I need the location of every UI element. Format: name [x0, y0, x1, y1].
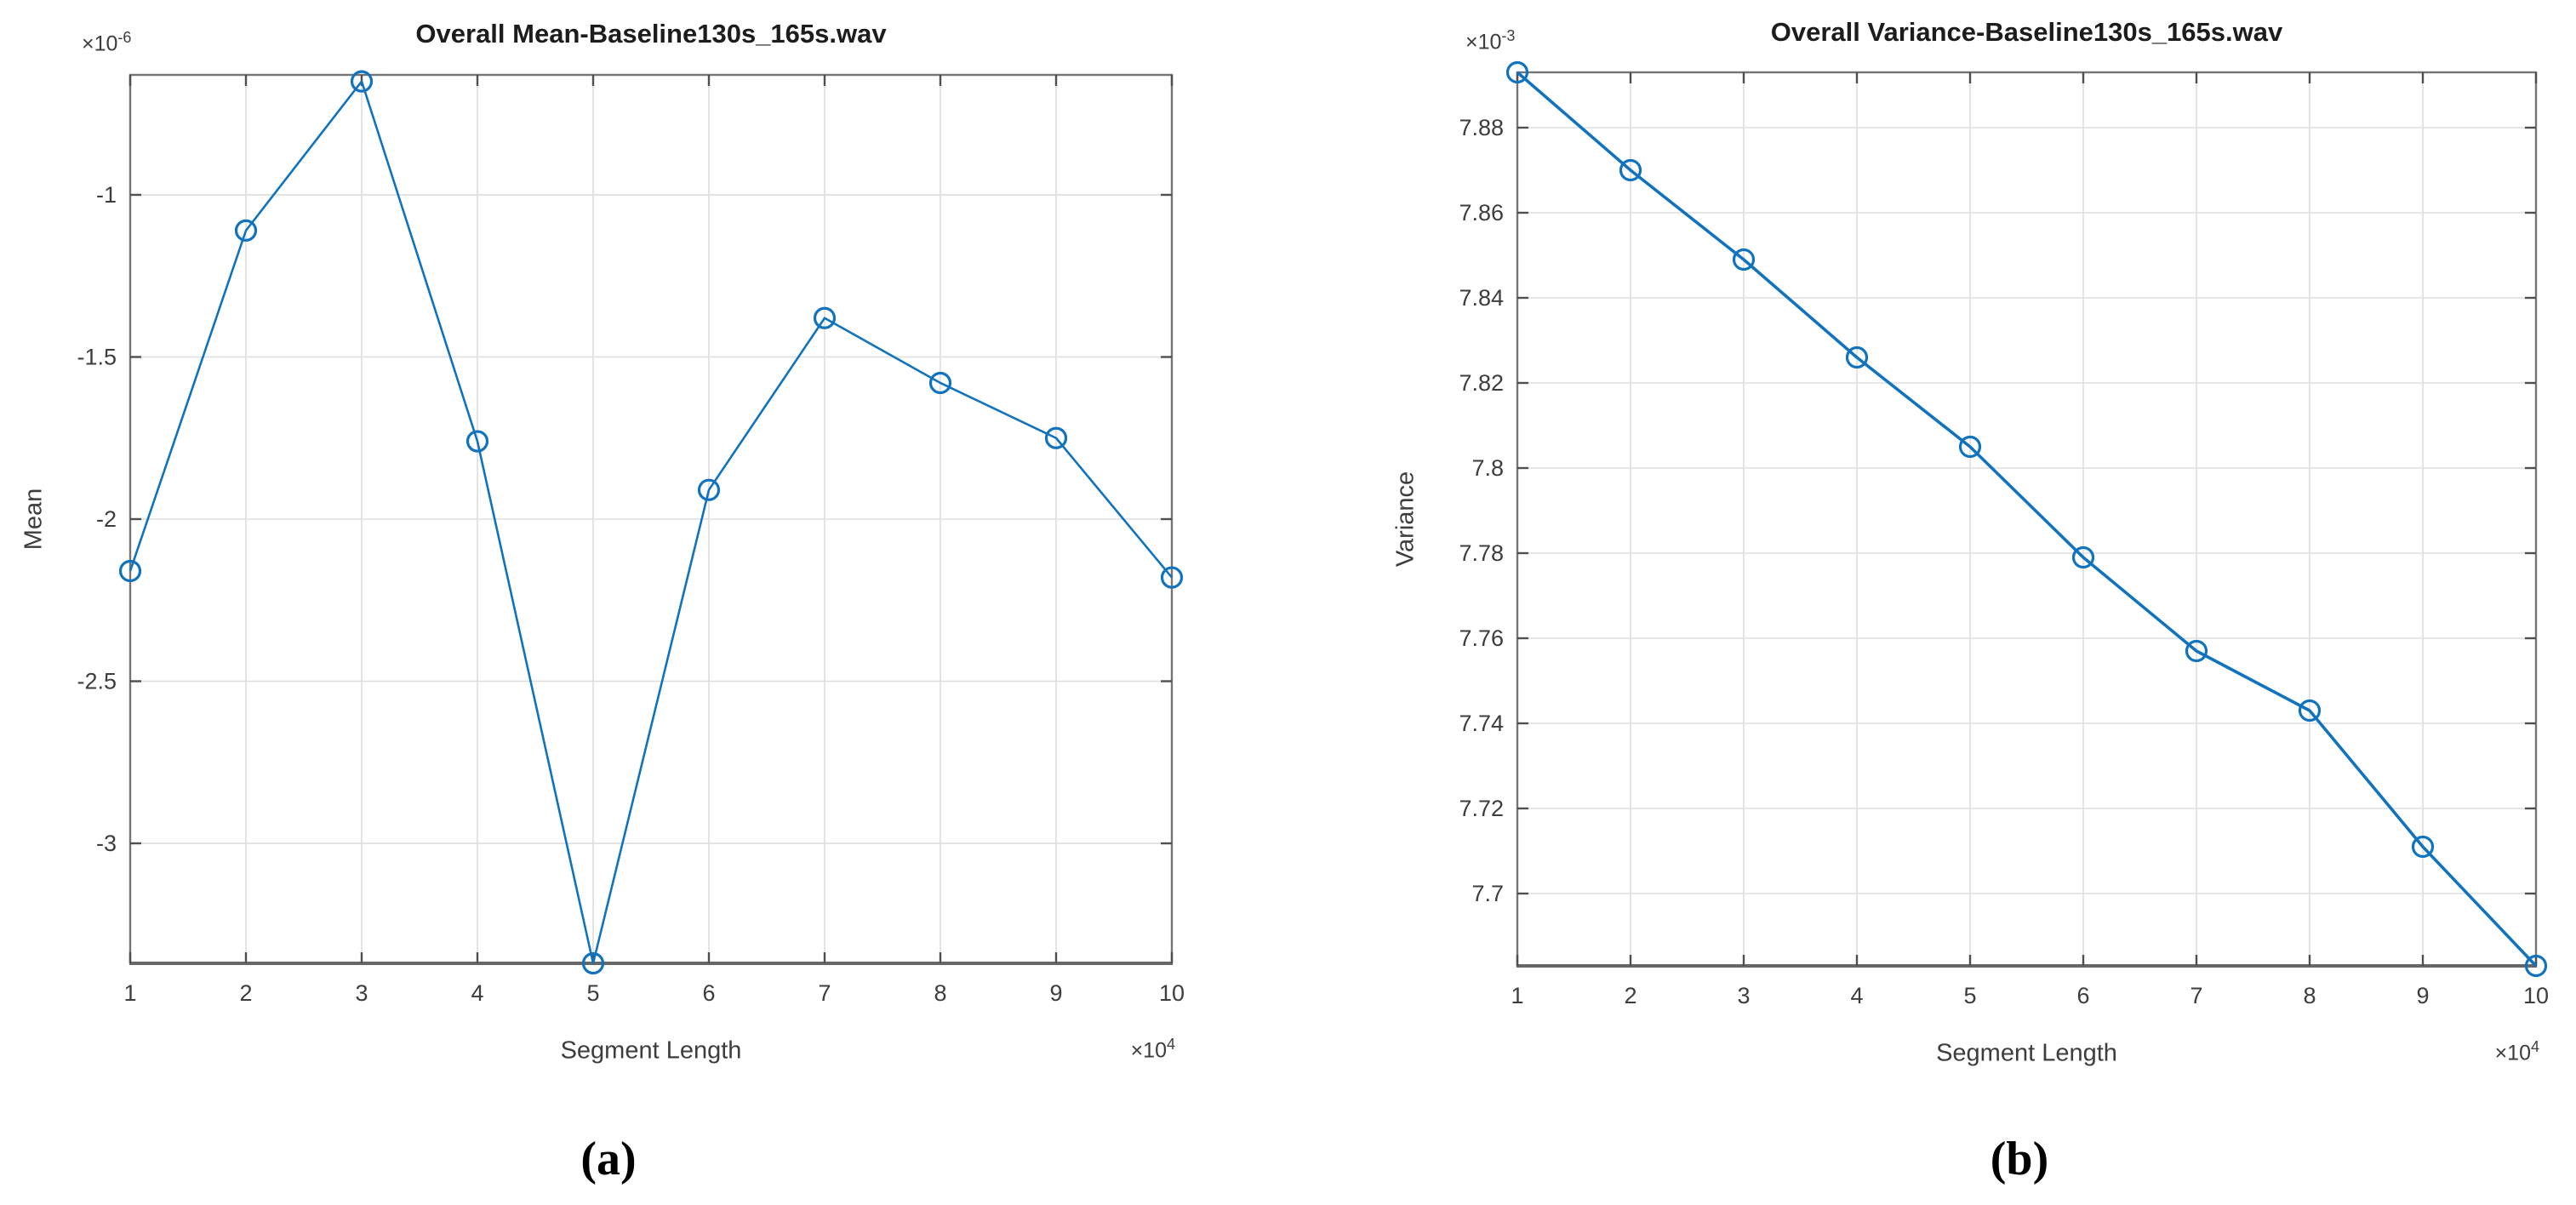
data-point-marker	[1044, 426, 1068, 449]
x-tick-label: 7	[2190, 983, 2202, 1008]
y-tick-label: 7.72	[1459, 796, 1504, 821]
data-point-marker	[697, 478, 721, 501]
x-tick-label: 4	[1850, 983, 1863, 1008]
x-tick-label: 1	[123, 980, 136, 1006]
data-point-marker	[350, 70, 374, 93]
y-tick-label: 7.84	[1459, 285, 1504, 311]
data-point-marker	[1845, 346, 1869, 369]
x-tick-label: 7	[818, 980, 831, 1006]
data-point-marker	[2071, 545, 2095, 569]
data-point-marker	[1160, 566, 1184, 589]
data-point-marker	[581, 951, 605, 975]
y-tick-label: 7.76	[1459, 625, 1504, 651]
data-line	[1516, 71, 2538, 968]
x-tick-label: 8	[934, 980, 946, 1006]
x-tick-label: 10	[1159, 980, 1185, 1006]
x-tick-label: 10	[2523, 983, 2549, 1008]
data-point-marker	[2185, 639, 2208, 663]
exponent-power: -3	[1501, 27, 1516, 45]
mean-y-axis-exponent: ×10-6	[82, 29, 132, 57]
axes-box	[1516, 71, 2538, 968]
data-point-marker	[466, 430, 489, 453]
x-tick-label: 6	[2076, 983, 2089, 1008]
x-tick-label: 2	[239, 980, 252, 1006]
x-tick-label: 3	[1737, 983, 1750, 1008]
data-point-marker	[928, 371, 952, 395]
x-tick-label: 4	[471, 980, 483, 1006]
exponent-base: ×10	[2494, 1041, 2531, 1065]
data-point-marker	[234, 219, 258, 242]
x-tick-label: 9	[1049, 980, 1062, 1006]
exponent-power: -6	[117, 29, 132, 47]
y-tick-label: 7.82	[1459, 370, 1504, 396]
data-point-marker	[813, 306, 837, 329]
variance-x-axis-exponent: ×104	[2494, 1039, 2539, 1066]
x-tick-label: 2	[1624, 983, 1636, 1008]
exponent-base: ×10	[1130, 1038, 1167, 1063]
variance-y-axis-exponent: ×10-3	[1465, 28, 1515, 55]
y-tick-label: -2.5	[77, 669, 117, 694]
data-point-marker	[1958, 435, 1982, 459]
y-tick-label: 7.88	[1459, 115, 1504, 140]
exponent-base: ×10	[1465, 30, 1502, 54]
mean-x-axis-label: Segment Length	[560, 1037, 742, 1065]
y-tick-label: 7.8	[1471, 455, 1504, 481]
data-point-marker	[2298, 699, 2322, 722]
exponent-power: 4	[1166, 1036, 1175, 1054]
data-line	[129, 80, 1174, 965]
y-tick-label: 7.78	[1459, 540, 1504, 566]
y-tick-label: 7.86	[1459, 200, 1504, 226]
x-tick-label: 1	[1511, 983, 1523, 1008]
data-point-marker	[2524, 954, 2548, 978]
variance-chart-title: Overall Variance-Baseline130s_165s.wav	[1770, 17, 2283, 47]
subfigure-caption-a: (a)	[580, 1133, 637, 1185]
y-tick-label: -2	[96, 506, 117, 532]
data-point-marker	[1732, 248, 1756, 271]
x-tick-label: 3	[355, 980, 368, 1006]
mean-y-axis-label: Mean	[20, 488, 48, 551]
data-point-marker	[1619, 158, 1642, 182]
exponent-base: ×10	[82, 31, 118, 56]
x-tick-label: 5	[586, 980, 599, 1006]
x-tick-label: 8	[2303, 983, 2316, 1008]
data-point-marker	[1505, 60, 1529, 84]
y-tick-label: 7.74	[1459, 711, 1504, 736]
subfigure-caption-b: (b)	[1990, 1133, 2049, 1185]
data-point-marker	[2411, 835, 2435, 859]
y-tick-label: -3	[96, 831, 117, 856]
mean-chart-title: Overall Mean-Baseline130s_165s.wav	[415, 19, 887, 49]
y-tick-label: -1	[96, 182, 117, 208]
x-tick-label: 5	[1963, 983, 1976, 1008]
mean-x-axis-exponent: ×104	[1130, 1036, 1175, 1064]
y-tick-label: -1.5	[77, 344, 117, 369]
variance-y-axis-label: Variance	[1391, 471, 1419, 568]
y-tick-label: 7.7	[1471, 881, 1504, 906]
exponent-power: 4	[2530, 1038, 2539, 1056]
variance-x-axis-label: Segment Length	[1936, 1039, 2117, 1067]
x-tick-label: 6	[702, 980, 715, 1006]
data-point-marker	[118, 559, 142, 583]
x-tick-label: 9	[2416, 983, 2429, 1008]
